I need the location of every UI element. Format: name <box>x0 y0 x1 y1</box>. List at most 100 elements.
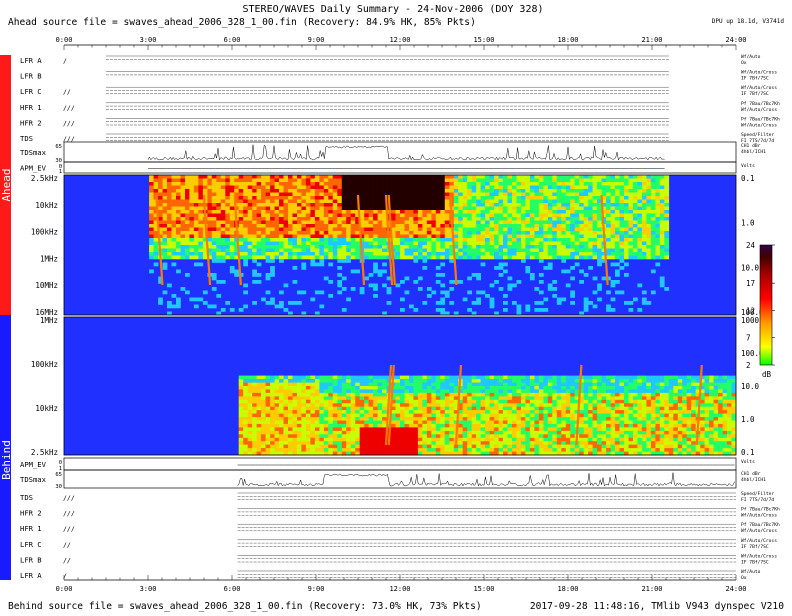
behind-dynamic-spectrum-cell <box>373 386 378 390</box>
behind-dynamic-spectrum-cell <box>310 421 315 425</box>
behind-dynamic-spectrum-cell <box>543 379 548 383</box>
ahead-dynamic-spectrum-cell <box>525 228 530 232</box>
ahead-dynamic-spectrum-cell <box>472 203 477 207</box>
behind-dynamic-spectrum-cell <box>418 400 423 404</box>
ahead-dynamic-spectrum-cell <box>364 186 369 190</box>
ahead-dynamic-spectrum-cell <box>655 179 660 183</box>
ahead-dynamic-spectrum-cell <box>225 175 230 179</box>
ahead-dynamic-spectrum-cell <box>333 186 338 190</box>
ahead-dynamic-spectrum-cell <box>597 179 602 183</box>
ahead-tdsmax-ytick: 65 <box>55 144 62 150</box>
behind-dynamic-spectrum-cell <box>266 383 271 387</box>
ahead-dynamic-spectrum-cell <box>301 186 306 190</box>
ahead-dynamic-spectrum-cell <box>579 224 584 228</box>
ahead-dynamic-spectrum-cell <box>530 235 535 239</box>
ahead-dynamic-spectrum-cell <box>454 221 459 225</box>
ahead-dynamic-spectrum-cell <box>337 207 342 211</box>
ahead-dynamic-spectrum-cell <box>660 280 665 284</box>
ahead-dynamic-spectrum-cell <box>360 291 365 295</box>
ahead-dynamic-spectrum-cell <box>646 245 651 249</box>
ahead-dynamic-spectrum-cell <box>637 207 642 211</box>
ahead-dynamic-spectrum-cell <box>436 207 441 211</box>
ahead-dynamic-spectrum-cell <box>176 228 181 232</box>
behind-dynamic-spectrum-cell <box>445 386 450 390</box>
behind-dynamic-spectrum-cell <box>517 414 522 418</box>
behind-dynamic-spectrum-cell <box>409 383 414 387</box>
ahead-dynamic-spectrum-cell <box>597 242 602 246</box>
ahead-dynamic-spectrum-cell <box>212 214 217 218</box>
ahead-dynamic-spectrum-cell <box>378 238 383 242</box>
ahead-dynamic-spectrum-cell <box>189 298 194 302</box>
ahead-dynamic-spectrum-cell <box>252 186 257 190</box>
ahead-dynamic-spectrum-cell <box>243 231 248 235</box>
behind-dynamic-spectrum-cell <box>252 438 257 442</box>
behind-dynamic-spectrum-cell <box>521 414 526 418</box>
ahead-dynamic-spectrum-cell <box>611 179 616 183</box>
ahead-dynamic-spectrum-cell <box>212 193 217 197</box>
ahead-dynamic-spectrum-cell <box>629 189 634 193</box>
ahead-dynamic-spectrum-cell <box>664 221 669 225</box>
ahead-dynamic-spectrum-cell <box>525 256 530 260</box>
ahead-dynamic-spectrum-cell <box>364 214 369 218</box>
ahead-dynamic-spectrum-cell <box>588 242 593 246</box>
behind-dynamic-spectrum-cell <box>360 389 365 393</box>
ahead-dynamic-spectrum-cell <box>588 266 593 270</box>
ahead-dynamic-spectrum-cell <box>593 203 598 207</box>
ahead-dynamic-spectrum-cell <box>172 245 177 249</box>
behind-dynamic-spectrum-cell <box>422 448 427 452</box>
behind-dynamic-spectrum-cell <box>400 407 405 411</box>
behind-dynamic-spectrum-cell <box>333 417 338 421</box>
behind-dynamic-spectrum-cell <box>454 393 459 397</box>
ahead-dynamic-spectrum-cell <box>230 186 235 190</box>
behind-dynamic-spectrum-cell <box>315 445 320 449</box>
ahead-dynamic-spectrum-cell <box>239 196 244 200</box>
ahead-dynamic-spectrum-cell <box>319 291 324 295</box>
ahead-dynamic-spectrum-cell <box>624 210 629 214</box>
ahead-dynamic-spectrum-cell <box>467 196 472 200</box>
behind-dynamic-spectrum-cell <box>534 383 539 387</box>
ahead-dynamic-spectrum-cell <box>257 186 262 190</box>
ahead-dynamic-spectrum-cell <box>306 224 311 228</box>
behind-dynamic-spectrum-cell <box>400 400 405 404</box>
ahead-dynamic-spectrum-cell <box>413 217 418 221</box>
ahead-dynamic-spectrum-cell <box>660 217 665 221</box>
behind-dynamic-spectrum-cell <box>534 396 539 400</box>
ahead-dynamic-spectrum-cell <box>413 203 418 207</box>
behind-dynamic-spectrum-cell <box>275 400 280 404</box>
ahead-dynamic-spectrum-cell <box>413 252 418 256</box>
behind-dynamic-spectrum-cell <box>266 396 271 400</box>
behind-dynamic-spectrum-cell <box>539 383 544 387</box>
behind-dynamic-spectrum-cell <box>324 431 329 435</box>
behind-dynamic-spectrum-cell <box>463 407 468 411</box>
ahead-dynamic-spectrum-cell <box>391 214 396 218</box>
ahead-dynamic-spectrum-cell <box>611 224 616 228</box>
behind-dynamic-spectrum-cell <box>463 434 468 438</box>
behind-dynamic-spectrum-cell <box>279 403 284 407</box>
behind-dynamic-spectrum-cell <box>467 445 472 449</box>
ahead-dynamic-spectrum-cell <box>557 301 562 305</box>
behind-dynamic-spectrum-cell <box>351 407 356 411</box>
ahead-dynamic-spectrum-cell <box>301 210 306 214</box>
ahead-dynamic-spectrum-cell <box>324 214 329 218</box>
ahead-dynamic-spectrum-cell <box>306 228 311 232</box>
ahead-dynamic-spectrum-cell <box>252 189 257 193</box>
behind-dynamic-spectrum-cell <box>243 448 248 452</box>
behind-dynamic-spectrum-cell <box>525 414 530 418</box>
ahead-dynamic-spectrum-cell <box>499 228 504 232</box>
ahead-dynamic-spectrum-cell <box>584 228 589 232</box>
behind-dynamic-spectrum-cell <box>445 396 450 400</box>
ahead-dynamic-spectrum-cell <box>261 200 266 204</box>
behind-dynamic-spectrum-cell <box>315 448 320 452</box>
ahead-dynamic-spectrum-right-tick: 0.1 <box>741 174 755 183</box>
ahead-dynamic-spectrum-cell <box>664 186 669 190</box>
behind-dynamic-spectrum-cell <box>431 434 436 438</box>
ahead-dynamic-spectrum-cell <box>176 210 181 214</box>
ahead-dynamic-spectrum-cell <box>176 189 181 193</box>
behind-dynamic-spectrum-cell <box>346 407 351 411</box>
ahead-dynamic-spectrum-cell <box>405 231 410 235</box>
behind-dynamic-spectrum-cell <box>239 445 244 449</box>
behind-dynamic-spectrum-cell <box>373 389 378 393</box>
behind-dynamic-spectrum-cell <box>499 438 504 442</box>
behind-dynamic-spectrum-cell <box>530 434 535 438</box>
behind-dynamic-spectrum-cell <box>490 414 495 418</box>
